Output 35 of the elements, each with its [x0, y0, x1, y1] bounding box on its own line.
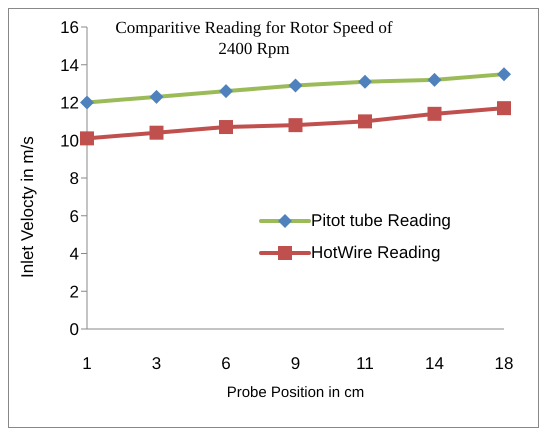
point	[497, 67, 511, 82]
point	[428, 106, 442, 121]
y-tick-label: 16	[60, 18, 79, 38]
x-tick-label: 18	[494, 354, 514, 374]
point	[358, 74, 372, 89]
point	[219, 120, 233, 134]
y-tick-label: 12	[60, 94, 79, 113]
legend-label: HotWire Reading	[311, 243, 440, 263]
x-tick-label: 3	[152, 354, 162, 374]
x-tick-label: 1	[82, 354, 92, 374]
y-tick-label: 4	[70, 244, 79, 264]
x-tick-label: 6	[221, 354, 231, 374]
x-tick-label: 9	[290, 354, 300, 374]
y-tick-label: 10	[60, 131, 79, 150]
y-tick-label: 8	[70, 169, 79, 188]
y-tick-label: 2	[70, 282, 79, 302]
point	[80, 96, 94, 110]
x-tick-label: 14	[425, 354, 444, 374]
point	[80, 131, 94, 146]
point	[358, 114, 372, 128]
y-tick-label: 0	[70, 320, 79, 340]
y-axis-title: Inlet Velocty in m/s	[18, 136, 38, 278]
x-axis-title: Probe Position in cm	[226, 384, 364, 401]
point	[150, 90, 164, 104]
point	[497, 101, 511, 116]
point	[288, 118, 302, 132]
chart-title: Comparitive Reading for Rotor Speed of 2400 Rpm	[114, 17, 394, 59]
point	[219, 84, 233, 98]
point	[428, 72, 442, 87]
y-tick-label: 14	[60, 56, 79, 75]
point	[150, 126, 164, 140]
y-tick-label: 6	[70, 206, 79, 226]
point	[288, 78, 302, 93]
x-tick-label: 11	[356, 354, 374, 374]
legend-label: Pitot tube Reading	[311, 211, 451, 231]
